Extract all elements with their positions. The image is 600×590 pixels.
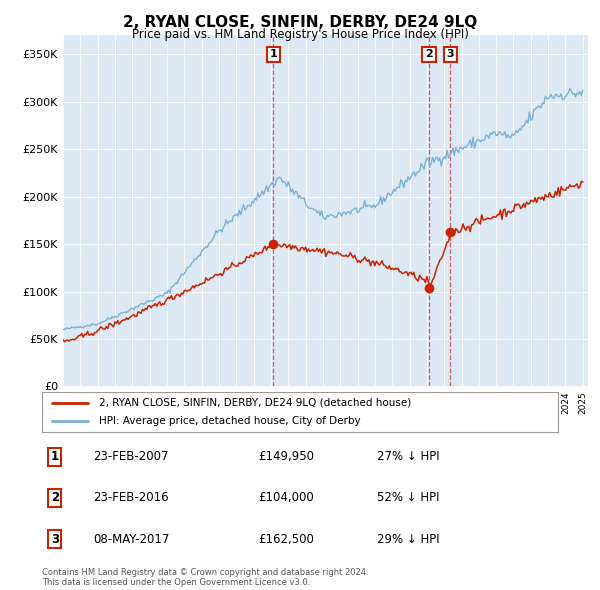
Text: 2, RYAN CLOSE, SINFIN, DERBY, DE24 9LQ (detached house): 2, RYAN CLOSE, SINFIN, DERBY, DE24 9LQ (… (99, 398, 411, 408)
Text: 2: 2 (51, 491, 59, 504)
Text: 52% ↓ HPI: 52% ↓ HPI (377, 491, 440, 504)
Text: £149,950: £149,950 (259, 450, 315, 463)
Text: 23-FEB-2007: 23-FEB-2007 (94, 450, 169, 463)
FancyBboxPatch shape (42, 392, 558, 432)
Text: HPI: Average price, detached house, City of Derby: HPI: Average price, detached house, City… (99, 415, 361, 425)
Text: £162,500: £162,500 (259, 533, 314, 546)
Text: Price paid vs. HM Land Registry's House Price Index (HPI): Price paid vs. HM Land Registry's House … (131, 28, 469, 41)
Text: 27% ↓ HPI: 27% ↓ HPI (377, 450, 440, 463)
Text: 1: 1 (269, 50, 277, 60)
Text: Contains HM Land Registry data © Crown copyright and database right 2024.
This d: Contains HM Land Registry data © Crown c… (42, 568, 368, 587)
Text: 1: 1 (51, 450, 59, 463)
Text: 3: 3 (51, 533, 59, 546)
Text: 3: 3 (446, 50, 454, 60)
Text: 29% ↓ HPI: 29% ↓ HPI (377, 533, 440, 546)
Text: £104,000: £104,000 (259, 491, 314, 504)
Text: 2: 2 (425, 50, 433, 60)
Text: 2, RYAN CLOSE, SINFIN, DERBY, DE24 9LQ: 2, RYAN CLOSE, SINFIN, DERBY, DE24 9LQ (123, 15, 477, 30)
Text: 08-MAY-2017: 08-MAY-2017 (94, 533, 170, 546)
Text: 23-FEB-2016: 23-FEB-2016 (94, 491, 169, 504)
